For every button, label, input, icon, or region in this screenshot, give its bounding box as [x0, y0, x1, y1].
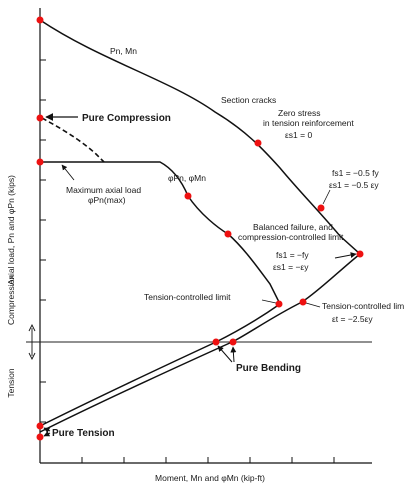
- section-cracks-label: Section cracks: [221, 95, 276, 105]
- tension-right-arrow: [305, 302, 321, 308]
- point-zero-stress: [254, 139, 262, 147]
- x-ticks: [81, 457, 335, 463]
- point-design-b: [224, 230, 232, 238]
- x-axis-label: Moment, Mn and φMn (kip-ft): [155, 473, 265, 483]
- tension-limit-right-label-2: εt = −2.5εy: [332, 314, 373, 324]
- pure-bending-arrow-1: [217, 345, 233, 363]
- point-pure-bending-nominal: [229, 338, 237, 346]
- point-tension-limit-left: [275, 300, 283, 308]
- tension-limit-right-label-1: Tension-controlled lim: [322, 301, 404, 311]
- nominal-strength-curve: [39, 19, 362, 433]
- tension-left-arrow: [261, 299, 277, 304]
- pure-compression-label: Pure Compression: [82, 113, 171, 124]
- pure-tension-label: Pure Tension: [52, 428, 115, 439]
- arrow-up-head: [28, 323, 36, 332]
- point-pure-tension: [36, 433, 44, 441]
- point-half-yield: [317, 204, 325, 212]
- point-pure-tension-top: [36, 422, 44, 430]
- key-points: [36, 16, 364, 441]
- zero-stress-label-2: in tension reinforcement: [263, 118, 354, 128]
- balanced-label-2: compression-controlled limit: [238, 232, 344, 242]
- point-design-a: [184, 192, 192, 200]
- pure-tension-arrow-1: [43, 427, 51, 434]
- max-axial-arrow: [61, 164, 75, 181]
- point-pure-compression: [36, 114, 44, 122]
- zero-stress-label-1: Zero stress: [278, 108, 321, 118]
- point-pure-bending-design: [212, 338, 220, 346]
- point-max-axial: [36, 158, 44, 166]
- design-curve-label: φPn, φMn: [168, 173, 206, 183]
- pure-bending-label: Pure Bending: [236, 363, 301, 374]
- y-axis-label: Axial load, Pn and φPn (kips): [6, 175, 16, 285]
- y-ticks: [40, 59, 46, 423]
- point-tension-limit-right: [299, 298, 307, 306]
- dashed-reduction-line: [41, 117, 105, 163]
- pure-tension-arrow-2: [43, 430, 51, 437]
- tension-limit-left-label: Tension-controlled limit: [144, 292, 231, 302]
- point-pure-compression-top: [36, 16, 44, 24]
- pure-bending-arrow-2: [230, 346, 237, 363]
- zero-stress-label-3: εs1 = 0: [285, 130, 312, 140]
- balanced-label-1: Balanced failure, and: [253, 222, 333, 232]
- balanced-arrow: [334, 252, 357, 259]
- fs-label-2: εs1 = −0.5 εy: [329, 180, 379, 190]
- balanced-label-3: fs1 = −fy: [276, 250, 309, 260]
- tension-label: Tension: [6, 368, 16, 398]
- fs-label-1: fs1 = −0.5 fy: [332, 168, 380, 178]
- max-axial-label-2: φPn(max): [88, 195, 126, 205]
- balanced-label-4: εs1 = −εy: [273, 262, 309, 272]
- arrow-down-head: [28, 352, 36, 361]
- compression-label: Compression: [6, 275, 16, 325]
- nominal-curve-label: Pn, Mn: [110, 46, 137, 56]
- max-axial-label-1: Maximum axial load: [66, 185, 141, 195]
- point-balanced: [356, 250, 364, 258]
- fs-arrow: [322, 189, 331, 205]
